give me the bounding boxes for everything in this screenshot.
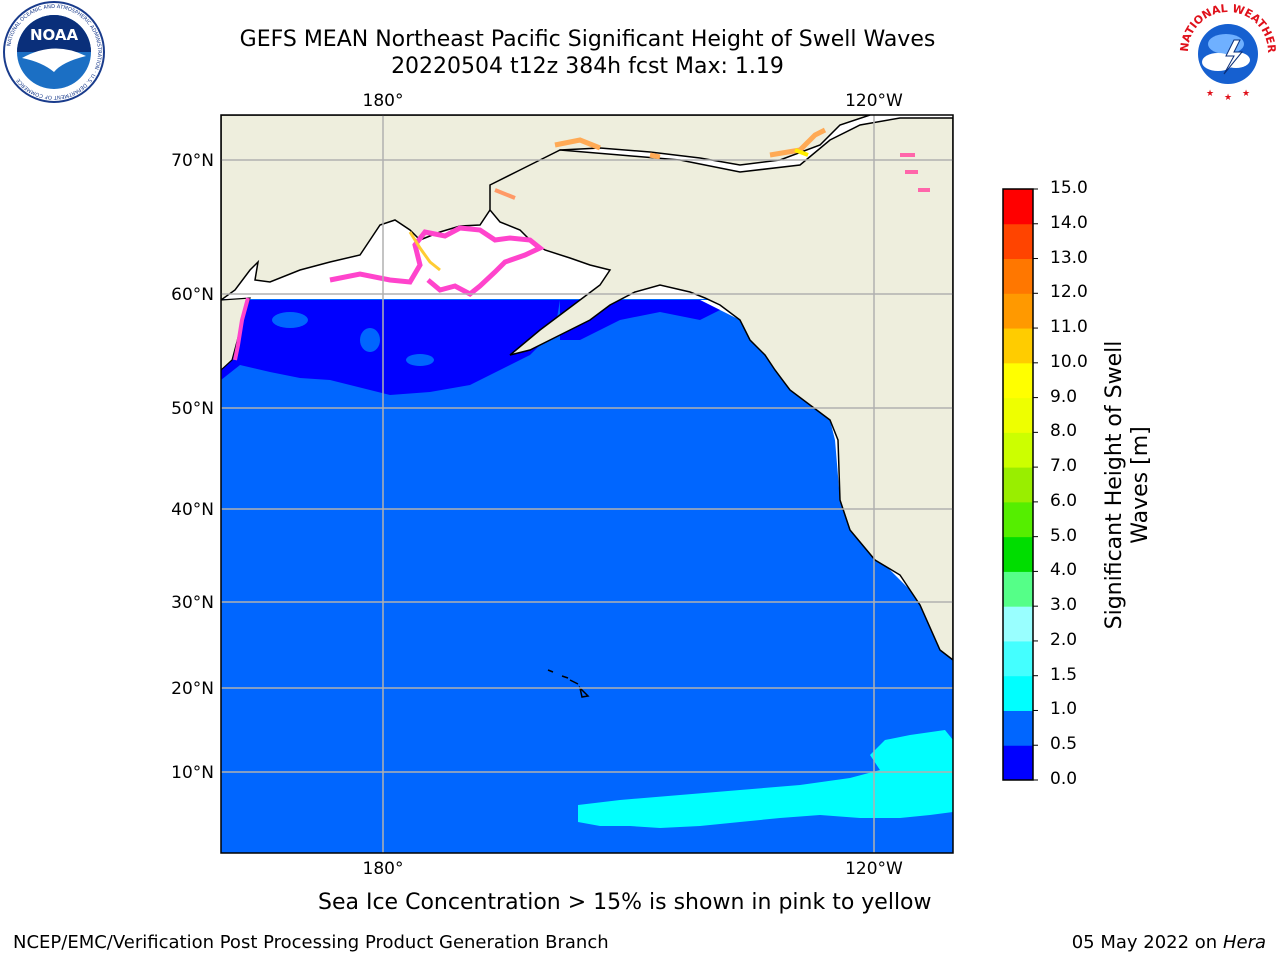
lon-label-top-180: 180° — [363, 91, 404, 111]
colorbar-tick-label: 1.5 — [1050, 664, 1078, 685]
colorbar-tick-label: 7.0 — [1050, 456, 1078, 477]
colorbar-segment — [1003, 571, 1033, 607]
lon-label-top-120w: 120°W — [845, 91, 903, 111]
colorbar-tick-label: 12.0 — [1050, 282, 1088, 303]
colorbar-tick-label: 0.0 — [1050, 769, 1078, 789]
colorbar-segment — [1003, 745, 1033, 781]
noaa-logo: NOAA NATIONAL OCEANIC AND ATMOSPHERIC AD… — [3, 1, 105, 103]
colorbar-tick-label: 5.0 — [1050, 525, 1078, 546]
graticule — [221, 115, 953, 853]
colorbar-tick-label: 11.0 — [1050, 317, 1088, 338]
colorbar-segment — [1003, 432, 1033, 468]
lat-label-60n: 60°N — [171, 285, 214, 305]
colorbar-segment — [1003, 293, 1033, 329]
lat-label-10n: 10°N — [171, 763, 214, 783]
noaa-logo-text: NOAA — [30, 26, 79, 44]
hawaii-islands — [547, 669, 590, 698]
lon-label-bottom-120w: 120°W — [845, 859, 903, 879]
lat-label-20n: 20°N — [171, 679, 214, 699]
lon-label-bottom-180: 180° — [363, 859, 404, 879]
colorbar-tick-label: 4.0 — [1050, 560, 1078, 581]
colorbar-segment — [1003, 536, 1033, 572]
colorbar-segment — [1003, 328, 1033, 364]
sea-ice-caption: Sea Ice Concentration > 15% is shown in … — [318, 890, 932, 915]
colorbar-segment — [1003, 710, 1033, 746]
colorbar-segment — [1003, 223, 1033, 260]
footer-branch: NCEP/EMC/Verification Post Processing Pr… — [13, 932, 609, 953]
colorbar-segment — [1003, 501, 1033, 538]
colorbar-tick-label: 14.0 — [1050, 212, 1088, 233]
map-frame — [220, 114, 954, 854]
svg-text:★: ★ — [1224, 93, 1232, 103]
colorbar-tick-label: 10.0 — [1050, 351, 1088, 372]
colorbar-segment — [1003, 189, 1033, 225]
nws-logo: NATIONAL WEATHER SERVICE ★ ★ ★ — [1176, 0, 1278, 103]
colorbar-segment — [1003, 258, 1033, 294]
colorbar-tick-label: 6.0 — [1050, 490, 1078, 511]
lat-label-70n: 70°N — [171, 151, 214, 171]
colorbar-segment — [1003, 362, 1033, 399]
colorbar-tick-label: 15.0 — [1050, 178, 1088, 198]
cyan-band — [578, 730, 953, 828]
colorbar-tick-label: 9.0 — [1050, 386, 1078, 407]
svg-text:★: ★ — [1242, 89, 1250, 99]
colorbar-title: Significant Height of Swell Waves [m] — [1102, 340, 1153, 630]
colorbar-tick-label: 0.5 — [1050, 734, 1078, 755]
land-alaska — [489, 117, 953, 661]
footer-date-text: 05 May 2022 on — [1071, 932, 1218, 953]
colorbar-segment — [1003, 467, 1033, 503]
colorbar — [1002, 188, 1038, 781]
sea-ice-margin — [329, 225, 545, 297]
colorbar-segment — [1003, 640, 1033, 677]
colorbar-tick-label: 2.0 — [1050, 629, 1078, 650]
colorbar-tick-label: 3.0 — [1050, 595, 1078, 616]
svg-text:★: ★ — [1206, 89, 1214, 99]
chart-title: GEFS MEAN Northeast Pacific Significant … — [239, 27, 936, 52]
colorbar-tick-label: 1.0 — [1050, 699, 1078, 720]
colorbar-segment — [1003, 675, 1033, 711]
colorbar-tick-label: 13.0 — [1050, 247, 1088, 268]
colorbar-frame — [1002, 188, 1034, 781]
chart-subtitle: 20220504 t12z 384h fcst Max: 1.19 — [391, 54, 784, 79]
footer-host: Hera — [1222, 932, 1266, 953]
colorbar-tick-label: 8.0 — [1050, 421, 1078, 442]
lat-label-30n: 30°N — [171, 593, 214, 613]
colorbar-segment — [1003, 606, 1033, 642]
footer-date: 05 May 2022 on Hera — [1072, 932, 1266, 953]
lat-label-50n: 50°N — [171, 399, 214, 419]
colorbar-segment — [1003, 397, 1033, 433]
lat-label-40n: 40°N — [171, 500, 214, 520]
